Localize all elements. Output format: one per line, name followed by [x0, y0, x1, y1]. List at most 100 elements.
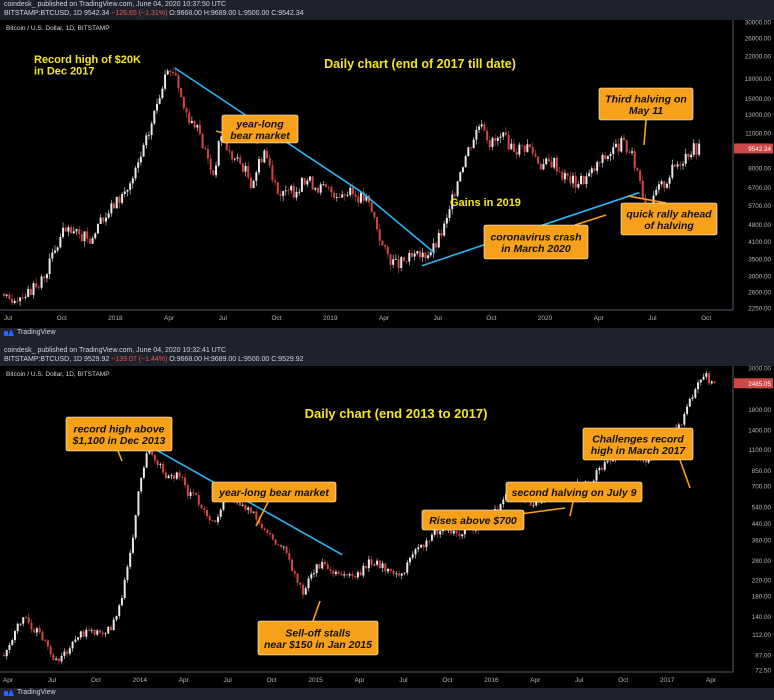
candle-body [51, 252, 54, 259]
candle-body [532, 505, 535, 507]
candle-body [510, 143, 513, 150]
candle-body [269, 532, 272, 535]
candle-body [225, 138, 228, 151]
y-tick-label: 87.00 [755, 653, 771, 660]
candle-body [196, 124, 199, 128]
candle-body [110, 203, 113, 214]
candle-body [22, 617, 25, 624]
candle-body [175, 472, 178, 479]
candle-body [139, 156, 142, 163]
candle-body [688, 398, 691, 407]
candle-body [702, 376, 705, 380]
candle-body [37, 287, 40, 289]
candle-body [417, 547, 420, 550]
x-tick-label: Oct [442, 677, 452, 684]
callout-box [483, 224, 589, 260]
candle-body [59, 237, 62, 248]
candle-body [53, 250, 56, 253]
candle-body [697, 382, 700, 390]
candle-body [102, 217, 105, 222]
callout-box [221, 114, 299, 144]
candle-body [131, 178, 134, 184]
candle-body [5, 649, 8, 657]
x-tick-label: Jul [4, 315, 13, 322]
callout-text: in March 2020 [501, 243, 571, 255]
candle-body [60, 656, 63, 662]
candle-body [612, 147, 615, 154]
tradingview-icon [4, 689, 14, 696]
candle-body [413, 253, 416, 257]
candle-body [268, 158, 271, 166]
candle-body [252, 180, 255, 189]
callout-pointer [519, 507, 566, 515]
candle-body [252, 511, 255, 513]
candle-body [545, 158, 548, 165]
candle-body [75, 229, 78, 232]
candle-body [381, 563, 384, 569]
candle-body [153, 110, 156, 124]
candle-body [302, 584, 305, 595]
x-tick-label: Apr [3, 677, 14, 684]
tradingview-logo-1[interactable]: TradingView [4, 329, 56, 336]
callout-text: Challenges record [592, 433, 684, 445]
candle-body [343, 194, 346, 196]
candle-body [397, 259, 400, 269]
candle-body [30, 622, 33, 630]
candle-body [121, 194, 124, 203]
candle-body [644, 459, 647, 463]
candle-body [622, 137, 625, 141]
candle-body [326, 564, 329, 570]
candle-body [282, 546, 285, 548]
candle-body [343, 574, 346, 576]
candle-body [90, 630, 93, 631]
x-tick-label: 2016 [484, 677, 499, 684]
candle-body [609, 460, 612, 462]
candle-body [686, 406, 689, 414]
candle-body [284, 190, 287, 192]
x-tick-label: 2019 [323, 315, 338, 322]
candle-body [44, 640, 47, 642]
x-tick-label: Oct [701, 315, 711, 322]
candle-body [126, 189, 129, 192]
price-chart-2[interactable]: 72.50 87.00 112.00 140.00 180.00 220.00 280.00… [0, 366, 774, 688]
callout-text: Rises above $700 [429, 515, 517, 527]
candle-body [376, 560, 379, 565]
y-tick-label: 3000.00 [748, 366, 771, 373]
candle-body [694, 389, 697, 398]
price-chart-1[interactable]: 2250.00 2600.00 3000.00 3500.00 4100.00 4800.… [0, 20, 774, 328]
candle-body [35, 283, 38, 288]
candle-body [312, 573, 315, 575]
candle-body [376, 217, 379, 230]
candle-body [425, 540, 428, 548]
candle-body [52, 654, 55, 660]
candle-body [598, 467, 601, 471]
candle-body [405, 261, 408, 262]
candle-body [705, 373, 708, 377]
candle-body [333, 192, 336, 198]
x-tick-label: Apr [379, 315, 390, 322]
candle-body [332, 570, 335, 574]
candle-body [195, 493, 198, 496]
y-tick-label: 18000.00 [745, 76, 772, 83]
tradingview-logo-2[interactable]: TradingView [4, 689, 56, 696]
candle-body [247, 165, 250, 178]
symbol-price-2: BITSTAMP:BTCUSD, 1D 9529.92 [4, 356, 110, 363]
candle-body [665, 183, 668, 188]
candle-body [80, 234, 83, 242]
candle-body [428, 540, 431, 542]
candle-body [422, 544, 425, 548]
candle-body [569, 176, 572, 184]
callout-box [257, 620, 379, 656]
candle-body [585, 176, 588, 185]
candle-body [118, 605, 121, 617]
candle-body [411, 554, 414, 558]
chart-area-1[interactable]: 2250.00 2600.00 3000.00 3500.00 4100.00 4800.… [0, 20, 774, 328]
chart-area-2[interactable]: 72.50 87.00 112.00 140.00 180.00 220.00 280.00… [0, 366, 774, 688]
candle-body [692, 143, 695, 155]
candle-body [131, 537, 134, 553]
candle-body [598, 162, 601, 163]
candle-body [77, 637, 80, 640]
y-tick-label: 4800.00 [748, 222, 771, 229]
callout-box [65, 416, 173, 452]
